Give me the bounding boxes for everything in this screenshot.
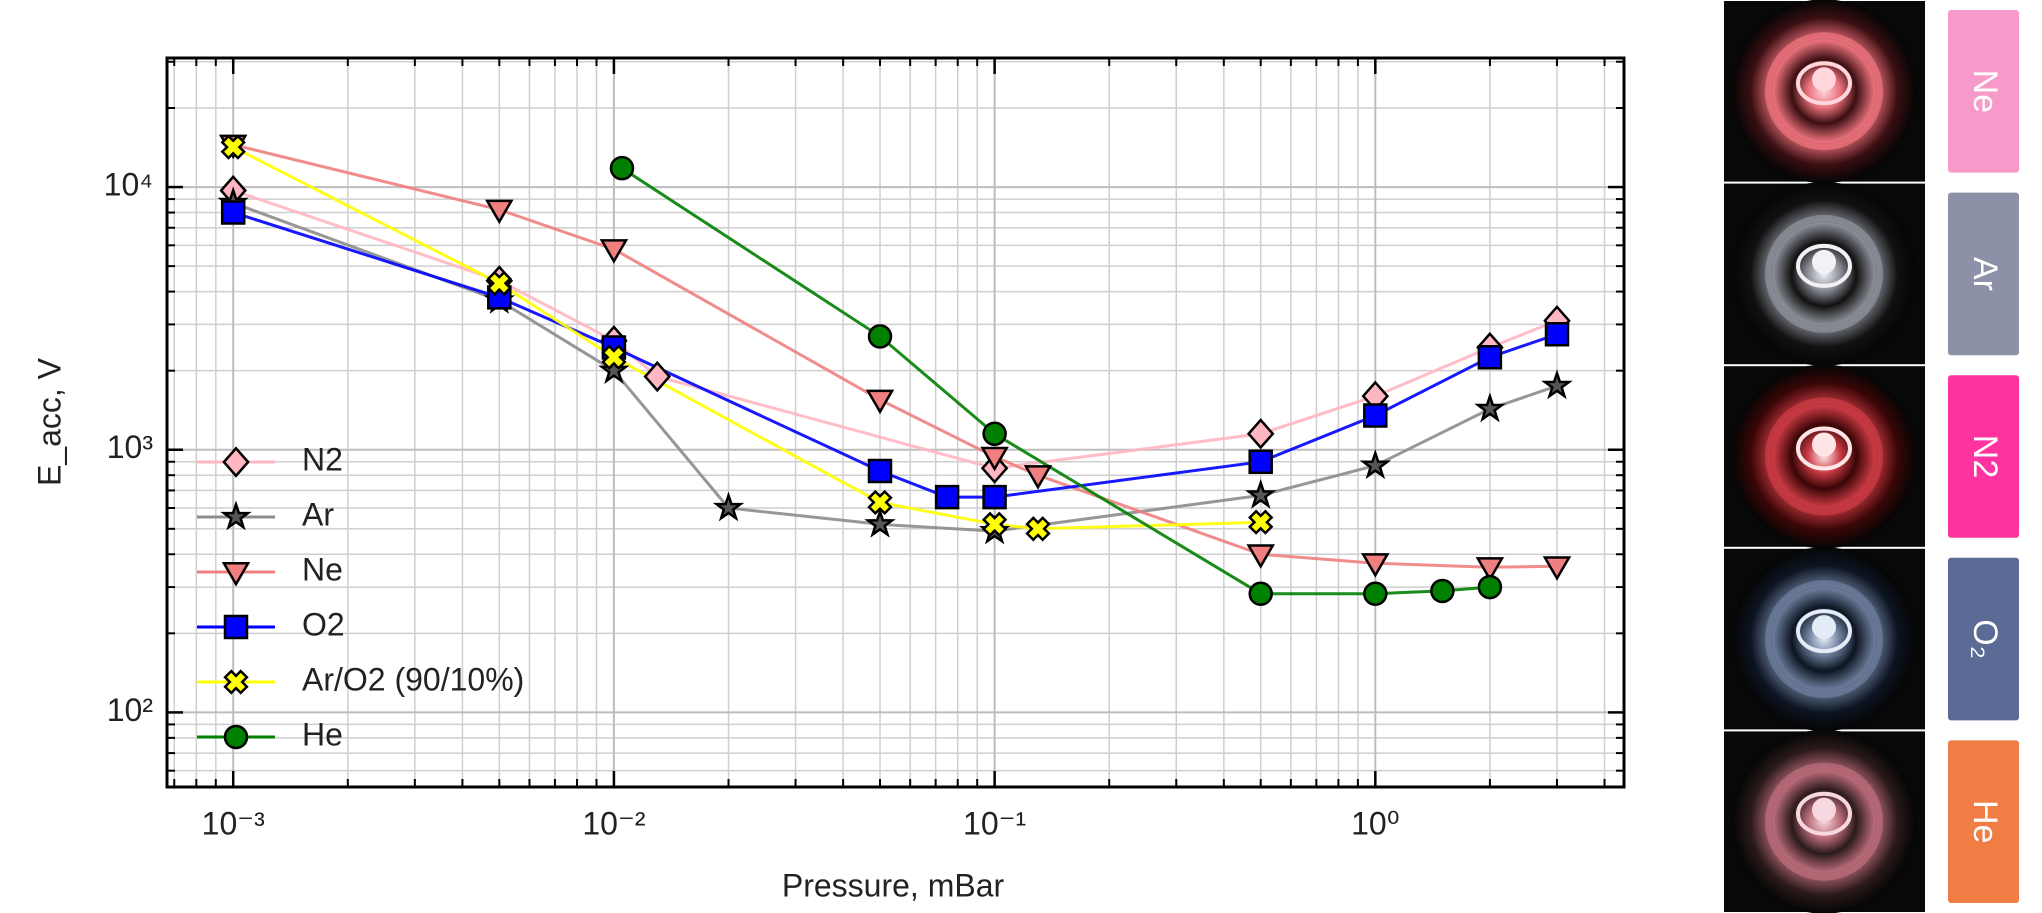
x-tick-label: 10⁻¹ bbox=[963, 805, 1026, 841]
x-tick-label: 10⁰ bbox=[1351, 805, 1399, 841]
marker bbox=[1544, 322, 1570, 347]
panel-label: O₂ bbox=[1966, 619, 2004, 659]
marker bbox=[220, 134, 246, 160]
plot-area bbox=[217, 134, 1573, 606]
panel-label-box bbox=[1948, 192, 2019, 356]
marker bbox=[220, 200, 246, 225]
panel-label-box bbox=[1948, 375, 2019, 538]
marker bbox=[1542, 556, 1572, 581]
legend-marker bbox=[222, 446, 250, 478]
panel-label: Ar bbox=[1966, 257, 2004, 291]
photo-core bbox=[1812, 67, 1836, 92]
photo-ring bbox=[1765, 214, 1883, 333]
marker bbox=[980, 446, 1009, 472]
legend-marker bbox=[223, 724, 249, 750]
marker bbox=[1541, 369, 1573, 400]
marker bbox=[643, 360, 672, 393]
marker bbox=[712, 491, 745, 522]
x-tick-label: 10⁻³ bbox=[202, 805, 265, 841]
series-line bbox=[232, 143, 1558, 569]
x-tick-label: 10⁻² bbox=[582, 805, 645, 841]
plot-frame bbox=[165, 56, 1626, 789]
panel-label: He bbox=[1966, 800, 2004, 843]
photo-ring bbox=[1765, 762, 1883, 881]
marker bbox=[1474, 392, 1506, 423]
marker bbox=[1246, 544, 1275, 569]
marker bbox=[1025, 516, 1051, 542]
y-tick-label: 10⁴ bbox=[104, 167, 153, 203]
legend-label: Ar/O2 (90/10%) bbox=[302, 661, 524, 697]
legend-marker bbox=[221, 561, 251, 587]
marker bbox=[599, 239, 629, 264]
y-tick-label: 10² bbox=[107, 692, 154, 728]
marker bbox=[1359, 449, 1392, 480]
photo-ring bbox=[1796, 609, 1852, 654]
marker bbox=[485, 199, 514, 225]
photo-ring bbox=[1796, 791, 1852, 836]
marker bbox=[1363, 403, 1388, 428]
legend-label: He bbox=[302, 716, 343, 752]
legend-label: Ne bbox=[302, 551, 343, 587]
photo-ring bbox=[1796, 61, 1852, 106]
panel-label-box bbox=[1948, 740, 2019, 903]
marker bbox=[1477, 344, 1503, 370]
marker bbox=[1363, 581, 1388, 606]
marker bbox=[867, 324, 893, 349]
photo-ring bbox=[1765, 397, 1883, 516]
photo-ring bbox=[1796, 243, 1852, 288]
marker bbox=[601, 344, 627, 370]
marker bbox=[486, 270, 512, 296]
panel-label-box bbox=[1948, 557, 2019, 721]
marker bbox=[934, 484, 960, 510]
marker bbox=[1246, 418, 1275, 450]
marker bbox=[867, 489, 893, 516]
marker bbox=[1248, 449, 1273, 475]
photo-core bbox=[1812, 432, 1836, 457]
marker bbox=[982, 421, 1007, 447]
legend-marker bbox=[220, 500, 252, 531]
marker bbox=[1475, 557, 1505, 582]
marker bbox=[598, 354, 630, 385]
panel-label: Ne bbox=[1966, 70, 2004, 113]
legend-marker bbox=[223, 669, 249, 695]
y-axis-label: E_acc, V bbox=[31, 357, 67, 486]
marker bbox=[864, 507, 896, 538]
series-line bbox=[232, 211, 1558, 499]
marker bbox=[609, 155, 635, 181]
x-axis-label: Pressure, mBar bbox=[782, 867, 1005, 903]
legend-marker bbox=[223, 614, 249, 640]
y-tick-label: 10³ bbox=[107, 429, 154, 465]
marker bbox=[1248, 581, 1273, 606]
photo-core bbox=[1812, 615, 1836, 640]
photo-ring bbox=[1765, 580, 1883, 699]
marker bbox=[1430, 578, 1455, 604]
marker bbox=[981, 511, 1008, 537]
photo-ring bbox=[1765, 32, 1883, 151]
series-line bbox=[232, 201, 1558, 533]
marker bbox=[1023, 465, 1053, 490]
marker bbox=[1477, 574, 1503, 600]
legend-label: Ar bbox=[302, 496, 334, 532]
photo-ring bbox=[1796, 426, 1852, 471]
photo-core bbox=[1812, 797, 1836, 822]
marker bbox=[1361, 553, 1390, 578]
marker bbox=[1248, 509, 1274, 535]
photo-core bbox=[1812, 249, 1836, 274]
marker bbox=[982, 484, 1007, 510]
marker bbox=[867, 458, 893, 484]
photo-ring bbox=[1732, 0, 1916, 184]
legend-label: O2 bbox=[302, 606, 345, 642]
marker bbox=[865, 389, 895, 415]
legend-label: N2 bbox=[302, 441, 343, 477]
panel-label-box bbox=[1948, 10, 2019, 173]
marker bbox=[1244, 478, 1277, 509]
panel-label: N2 bbox=[1966, 435, 2004, 478]
